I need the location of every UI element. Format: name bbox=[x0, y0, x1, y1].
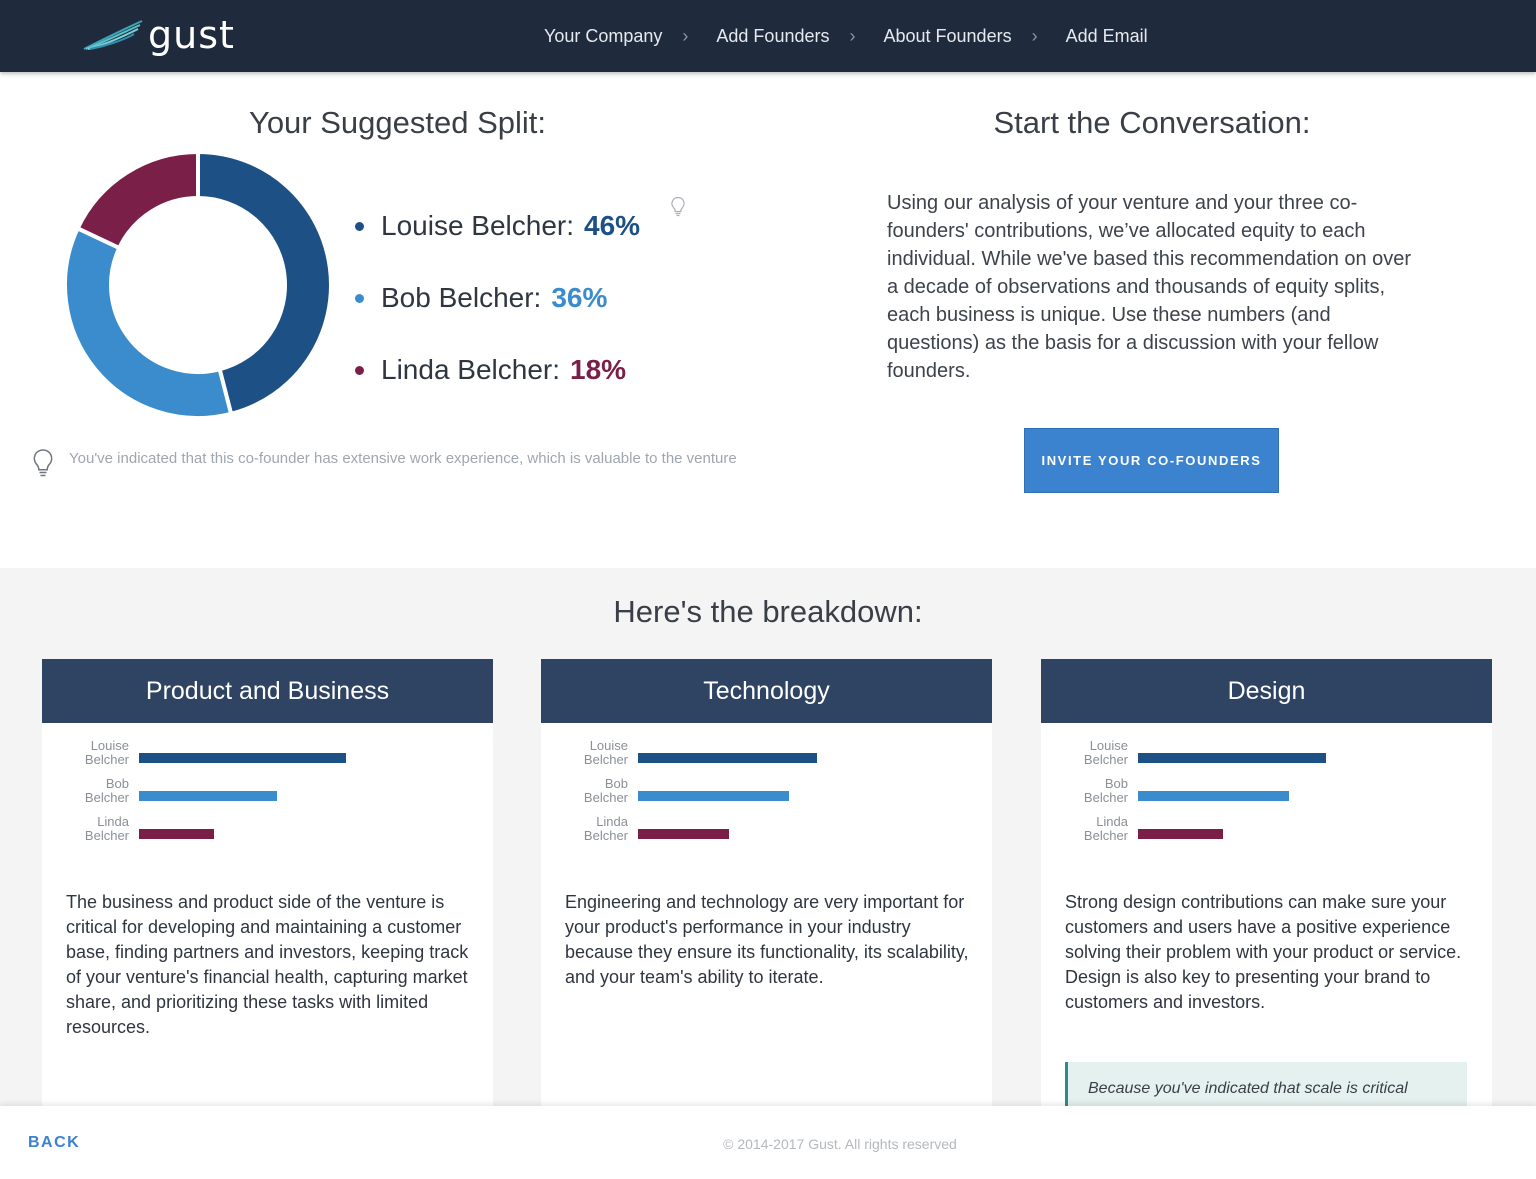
breakdown-section: Here's the breakdown: Product and Busine… bbox=[0, 568, 1536, 1108]
bar-label: Linda Belcher bbox=[583, 814, 628, 843]
bar-label: Linda Belcher bbox=[1083, 814, 1128, 843]
legend-item-linda: Linda Belcher: 18% bbox=[355, 334, 640, 406]
split-title: Your Suggested Split: bbox=[248, 105, 546, 140]
chevron-right-icon: › bbox=[1031, 25, 1038, 46]
legend-item-bob: Bob Belcher: 36% bbox=[355, 262, 640, 334]
logo-text: gust bbox=[148, 13, 235, 57]
top-navigation-bar: gust Your Company › Add Founders › About… bbox=[0, 0, 1536, 72]
bar-row-louise: Louise Belcher bbox=[541, 739, 992, 769]
chevron-right-icon: › bbox=[849, 25, 856, 46]
bar-label: Louise Belcher bbox=[84, 738, 129, 767]
bar-row-linda: Linda Belcher bbox=[541, 815, 992, 845]
bar-label: Louise Belcher bbox=[1083, 738, 1128, 767]
bar-label: Linda Belcher bbox=[84, 814, 129, 843]
founder-percent: 36% bbox=[551, 282, 608, 313]
step-add-founders[interactable]: Add Founders bbox=[716, 25, 830, 46]
bar-row-bob: Bob Belcher bbox=[42, 777, 493, 807]
bar-row-bob: Bob Belcher bbox=[1041, 777, 1492, 807]
tip-message: You've indicated that this co-founder ha… bbox=[32, 448, 772, 480]
founder-name: Louise Belcher: bbox=[381, 210, 575, 241]
lightbulb-icon[interactable] bbox=[670, 196, 686, 218]
gust-wing-icon bbox=[83, 20, 143, 50]
equity-donut-chart bbox=[63, 150, 333, 420]
founder-percent: 46% bbox=[584, 210, 641, 241]
legend-item-louise: Louise Belcher: 46% bbox=[355, 190, 640, 262]
bar-louise bbox=[638, 753, 817, 763]
donut-slice-linda bbox=[74, 150, 200, 251]
bar-label: Bob Belcher bbox=[1083, 776, 1128, 805]
step-add-email[interactable]: Add Email bbox=[1065, 25, 1148, 46]
chevron-right-icon: › bbox=[682, 25, 689, 46]
founder-name: Linda Belcher: bbox=[381, 354, 561, 385]
lightbulb-icon bbox=[33, 449, 53, 477]
bar-linda bbox=[638, 829, 729, 839]
legend-dot bbox=[355, 293, 364, 303]
bar-louise bbox=[139, 753, 346, 763]
card-title: Product and Business bbox=[42, 659, 493, 723]
donut-slice-bob bbox=[63, 225, 234, 420]
gust-logo[interactable]: gust bbox=[82, 10, 235, 60]
conversation-title: Start the Conversation: bbox=[993, 105, 1311, 140]
bar-row-linda: Linda Belcher bbox=[42, 815, 493, 845]
bar-row-louise: Louise Belcher bbox=[42, 739, 493, 769]
legend-dot bbox=[355, 365, 364, 375]
card-title: Design bbox=[1041, 659, 1492, 723]
card-description: The business and product side of the ven… bbox=[66, 892, 469, 1037]
founder-percent: 18% bbox=[570, 354, 627, 385]
bar-row-linda: Linda Belcher bbox=[1041, 815, 1492, 845]
step-your-company[interactable]: Your Company bbox=[544, 25, 663, 46]
bar-bob bbox=[1138, 791, 1289, 801]
bar-row-louise: Louise Belcher bbox=[1041, 739, 1492, 769]
split-legend: Louise Belcher: 46% Bob Belcher: 36% Lin… bbox=[355, 190, 640, 406]
bar-bob bbox=[638, 791, 789, 801]
progress-steps: Your Company › Add Founders › About Foun… bbox=[544, 0, 1148, 72]
card-design: Design Louise Belcher Bob Belcher Linda Bel… bbox=[1041, 659, 1492, 1108]
bar-label: Bob Belcher bbox=[583, 776, 628, 805]
bar-label: Bob Belcher bbox=[84, 776, 129, 805]
bar-louise bbox=[1138, 753, 1326, 763]
bar-linda bbox=[1138, 829, 1223, 839]
card-title: Technology bbox=[541, 659, 992, 723]
card-description: Engineering and technology are very impo… bbox=[565, 892, 969, 987]
card-product-business: Product and Business Louise Belcher Bob Be… bbox=[42, 659, 493, 1108]
card-technology: Technology Louise Belcher Bob Belcher Lind… bbox=[541, 659, 992, 1108]
bar-linda bbox=[139, 829, 214, 839]
footer-bar: BACK © 2014-2017 Gust. All rights reserv… bbox=[0, 1106, 1536, 1179]
copyright-text: © 2014-2017 Gust. All rights reserved bbox=[723, 1136, 957, 1152]
design-note: Because you've indicated that scale is c… bbox=[1065, 1062, 1467, 1108]
donut-slice-louise bbox=[196, 150, 333, 417]
bar-bob bbox=[139, 791, 277, 801]
tip-text: You've indicated that this co-founder ha… bbox=[69, 450, 737, 467]
conversation-body: Using our analysis of your venture and y… bbox=[887, 192, 1412, 382]
card-description: Strong design contributions can make sur… bbox=[1065, 892, 1462, 1012]
bar-label: Louise Belcher bbox=[583, 738, 628, 767]
founder-name: Bob Belcher: bbox=[381, 282, 542, 313]
bar-row-bob: Bob Belcher bbox=[541, 777, 992, 807]
legend-dot bbox=[355, 221, 364, 231]
step-about-founders[interactable]: About Founders bbox=[883, 25, 1012, 46]
breakdown-title: Here's the breakdown: bbox=[613, 594, 923, 629]
invite-cofounders-button[interactable]: INVITE YOUR CO-FOUNDERS bbox=[1024, 428, 1279, 493]
back-button[interactable]: BACK bbox=[28, 1134, 81, 1151]
